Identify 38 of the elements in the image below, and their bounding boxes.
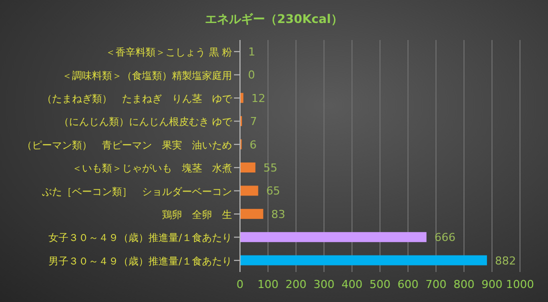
data-label: 55 — [263, 161, 278, 174]
x-tick-label: 300 — [314, 278, 334, 291]
data-label: 83 — [271, 208, 286, 221]
y-tick-label: ＜香辛料類＞こしょう 黒 粉 — [106, 46, 232, 59]
y-tick-label: 女子３０～４９（歳）推進量/１食あたり — [48, 232, 232, 244]
x-tick-label: 0 — [236, 278, 244, 291]
bar — [240, 186, 258, 196]
data-label: 6 — [250, 138, 257, 152]
bar — [240, 92, 244, 103]
x-tick-label: 200 — [286, 278, 306, 291]
bar — [240, 208, 264, 219]
y-tick-label: ＜調味料類＞（食塩類）精製塩家庭用 — [62, 70, 232, 82]
y-tick-label: （ピーマン類） 青ピーマン 果実 油いため — [22, 139, 232, 152]
x-tick-label: 600 — [398, 278, 418, 291]
y-tick-label: 鶏卵 全卵 生 — [162, 209, 232, 221]
data-label: 0 — [248, 68, 255, 82]
y-tick-label: （たまねぎ類） たまねぎ りん茎 ゆで — [42, 93, 233, 105]
x-tick-label: 800 — [454, 278, 474, 291]
x-tick-label: 900 — [482, 278, 502, 291]
y-tick-label: 男子３０～４９（歳）推進量/１食あたり — [48, 255, 232, 268]
y-tick-label: ぶた［ベーコン類］ ショルダーベーコン — [42, 186, 232, 198]
chart-title: エネルギー（230Kcal） — [204, 11, 344, 28]
y-tick-label: （にんじん類）にんじん根皮むき ゆで — [58, 116, 233, 128]
x-tick-label: 1000 — [506, 278, 534, 291]
data-label: 882 — [494, 254, 516, 268]
bar — [240, 232, 426, 242]
x-tick-label: 700 — [426, 278, 446, 291]
x-tick-label: 400 — [342, 278, 362, 291]
bar — [240, 162, 256, 172]
x-tick-label: 500 — [370, 278, 390, 291]
data-label: 12 — [251, 92, 266, 105]
x-tick-label: 100 — [258, 278, 278, 291]
data-label: 65 — [266, 184, 280, 198]
data-label: 666 — [434, 231, 456, 244]
data-label: 7 — [250, 115, 257, 128]
bar — [240, 255, 487, 266]
data-label: 1 — [248, 45, 256, 58]
y-tick-label: ＜いも類＞じゃがいも 塊茎 水煮 — [72, 162, 232, 175]
